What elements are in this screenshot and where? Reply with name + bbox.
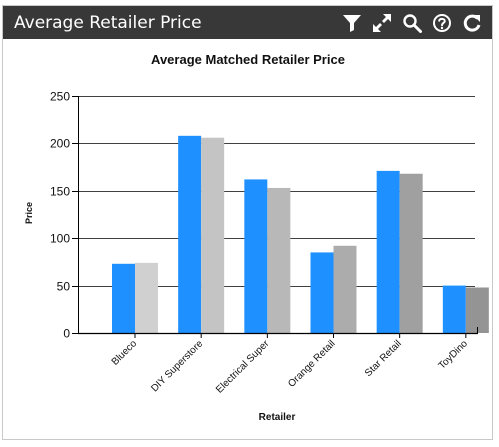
x-category-label: Orange Retail	[286, 338, 337, 389]
x-category-label: Star Retail	[363, 338, 404, 379]
expand-icon	[372, 14, 391, 32]
widget-toolbar	[341, 12, 482, 34]
search-button[interactable]	[401, 13, 422, 34]
bar-primary[interactable]	[112, 263, 135, 333]
bar-primary[interactable]	[310, 252, 334, 333]
bar-secondary[interactable]	[399, 173, 423, 333]
bar-secondary[interactable]	[267, 187, 291, 333]
widget-title: Average Retailer Price	[14, 13, 202, 33]
chart-area: Average Matched Retailer Price Price Ret…	[3, 39, 492, 443]
y-axis-title: Price	[24, 202, 34, 224]
filter-button[interactable]	[341, 13, 362, 34]
bar-primary[interactable]	[244, 179, 268, 333]
bar-secondary[interactable]	[465, 287, 489, 333]
search-icon	[402, 14, 422, 33]
widget-titlebar: Average Retailer Price	[3, 6, 492, 39]
bar-secondary[interactable]	[135, 262, 158, 333]
bar-secondary[interactable]	[333, 245, 357, 333]
bar-primary[interactable]	[376, 170, 400, 333]
y-tick-label: 250	[50, 90, 70, 104]
bar-secondary[interactable]	[201, 137, 225, 333]
bar-primary[interactable]	[442, 285, 466, 333]
x-category-label: ToyDino	[437, 338, 471, 372]
help-button[interactable]	[431, 13, 452, 34]
x-axis-title: Retailer	[259, 412, 296, 423]
chart-widget: Average Retailer Price	[2, 5, 493, 440]
y-tick-label: 50	[57, 280, 71, 294]
x-category-label: Blueco	[110, 338, 140, 368]
expand-button[interactable]	[371, 13, 392, 34]
filter-icon	[342, 15, 361, 32]
y-tick-label: 150	[50, 185, 70, 199]
refresh-button[interactable]	[461, 13, 482, 34]
bar-chart: Average Matched Retailer Price Price Ret…	[24, 52, 489, 423]
x-category-label: Electrical Super	[214, 338, 272, 396]
refresh-icon	[463, 14, 480, 32]
y-tick-label: 100	[50, 232, 70, 246]
help-icon	[432, 14, 451, 32]
chart-title: Average Matched Retailer Price	[151, 52, 345, 67]
y-tick-label: 200	[50, 137, 70, 151]
x-category-label: DIY Superstore	[149, 338, 205, 394]
y-tick-label: 0	[63, 327, 70, 341]
bar-primary[interactable]	[178, 135, 202, 333]
